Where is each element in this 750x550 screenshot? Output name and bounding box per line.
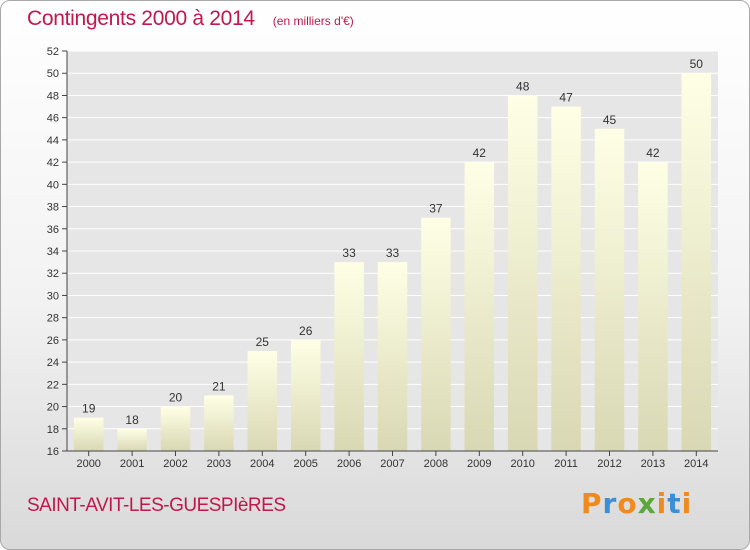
bars	[73, 73, 712, 452]
bar[interactable]	[681, 73, 712, 451]
data-label: 33	[386, 246, 400, 260]
y-tick-label: 38	[47, 202, 59, 214]
data-label: 47	[559, 91, 573, 105]
data-label: 25	[256, 335, 270, 349]
y-tick-label: 50	[47, 68, 59, 80]
x-tick-label: 2004	[250, 458, 274, 470]
y-tick-label: 40	[47, 179, 59, 191]
bar[interactable]	[377, 262, 408, 451]
x-tick-label: 2012	[597, 458, 621, 470]
y-tick-label: 46	[47, 113, 59, 125]
data-label: 19	[82, 402, 96, 416]
x-tick-label: 2000	[76, 458, 100, 470]
y-tick-label: 20	[47, 402, 59, 414]
y-tick-label: 28	[47, 313, 59, 325]
data-label: 21	[212, 379, 226, 393]
x-tick-label: 2008	[424, 458, 448, 470]
y-tick-label: 26	[47, 335, 59, 347]
data-label: 45	[603, 113, 617, 127]
y-tick-label: 36	[47, 224, 59, 236]
bar[interactable]	[421, 217, 451, 451]
bar[interactable]	[594, 128, 625, 451]
logo-letter: P	[581, 487, 603, 520]
data-label: 33	[342, 246, 356, 260]
data-label: 18	[125, 413, 139, 427]
y-tick-label: 48	[47, 90, 59, 102]
y-tick-label: 52	[47, 46, 59, 58]
y-tick-label: 18	[47, 424, 59, 436]
bar[interactable]	[247, 351, 278, 451]
logo-letter: r	[602, 487, 618, 520]
x-tick-label: 2011	[554, 458, 578, 470]
y-tick-label: 42	[47, 157, 59, 169]
data-label: 50	[690, 57, 704, 71]
bar[interactable]	[638, 162, 668, 451]
y-tick-label: 44	[47, 135, 59, 147]
x-tick-label: 2002	[163, 458, 187, 470]
bar[interactable]	[507, 95, 538, 451]
axes: 16 18 20 22 24 26 28 30 32 34 36 38 40 42 44 46 48 50 52 20…	[47, 46, 718, 470]
data-label: 42	[646, 146, 660, 160]
x-tick-label: 2007	[380, 458, 404, 470]
x-tick-label: 2005	[293, 458, 317, 470]
logo-letter: o	[617, 487, 638, 520]
x-tick-label: 2006	[337, 458, 361, 470]
data-label: 42	[473, 146, 487, 160]
bar[interactable]	[117, 428, 147, 451]
y-tick-label: 32	[47, 268, 59, 280]
bar[interactable]	[551, 106, 581, 452]
data-label: 20	[169, 391, 183, 405]
data-label: 26	[299, 324, 313, 338]
logo-letter: i	[656, 487, 668, 520]
bar[interactable]	[464, 162, 495, 451]
y-tick-label: 30	[47, 290, 59, 302]
bar[interactable]	[334, 262, 364, 451]
x-tick-label: 2013	[641, 458, 665, 470]
bar[interactable]	[73, 417, 104, 451]
y-tick-label: 16	[47, 446, 59, 458]
x-tick-label: 2001	[120, 458, 144, 470]
x-tick-label: 2010	[510, 458, 534, 470]
data-labels: 19 18 20 21 25 26 33 33 37 42 48 47 45 42 50	[82, 57, 703, 427]
logo-letter: t	[667, 487, 682, 520]
y-tick-label: 24	[47, 357, 59, 369]
y-tick-label: 22	[47, 379, 59, 391]
commune-name: SAINT-AVIT-LES-GUESPIèRES	[27, 495, 286, 516]
data-label: 48	[516, 79, 530, 93]
chart-subtitle: (en milliers d'€)	[272, 14, 354, 28]
proxiti-logo[interactable]: Proxiti	[581, 487, 692, 520]
y-tick-label: 34	[47, 246, 59, 258]
x-tick-label: 2009	[467, 458, 491, 470]
bar[interactable]	[160, 406, 191, 451]
bar[interactable]	[290, 339, 321, 451]
data-label: 37	[429, 202, 443, 216]
chart-title-area: Contingents 2000 à 2014 (en milliers d'€)	[27, 7, 354, 31]
x-tick-label: 2003	[207, 458, 231, 470]
x-tick-label: 2014	[684, 458, 708, 470]
logo-letter: i	[681, 487, 693, 520]
logo-letter: x	[637, 487, 657, 520]
bar[interactable]	[204, 395, 234, 451]
chart-title: Contingents 2000 à 2014	[27, 7, 255, 30]
